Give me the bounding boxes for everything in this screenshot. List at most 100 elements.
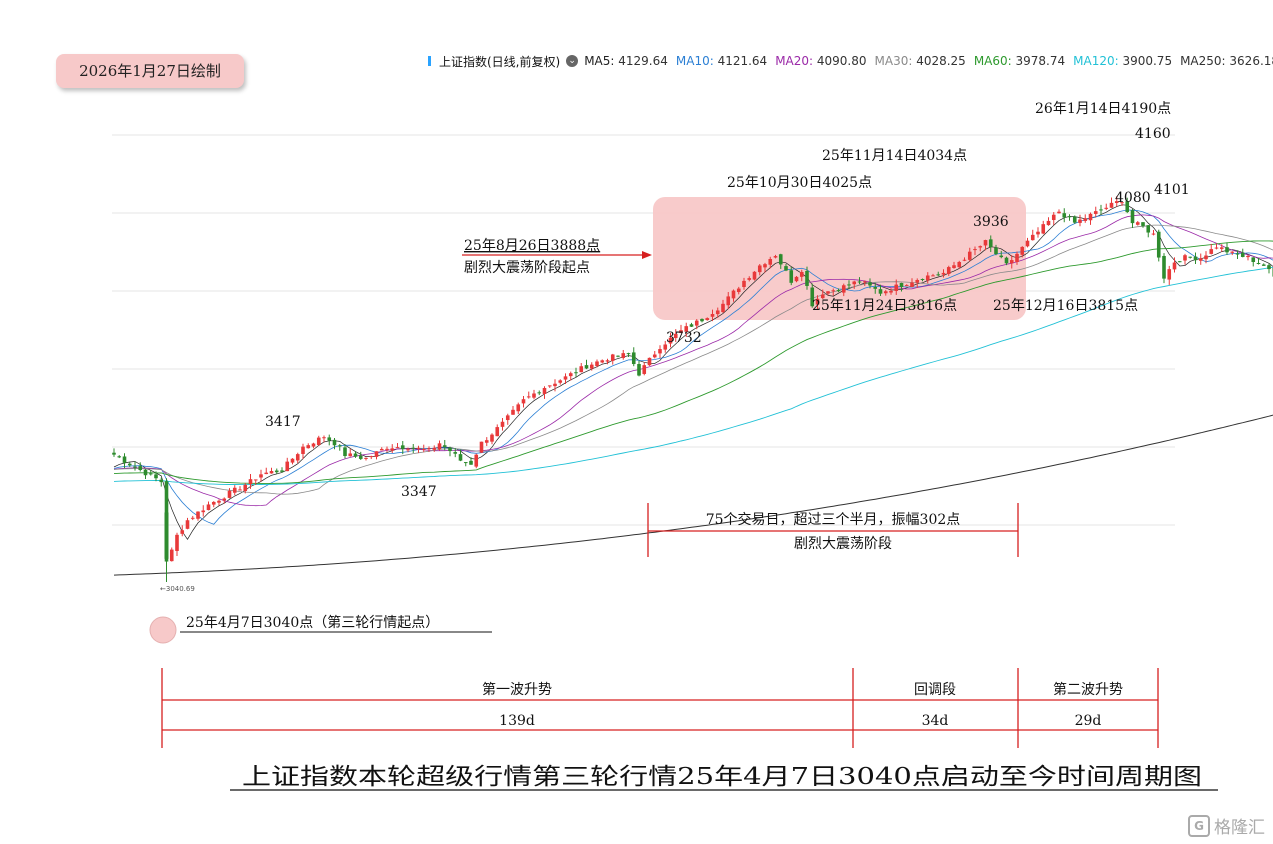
candle-66 [458,449,463,462]
candle-154 [920,278,925,282]
candle-155 [925,272,930,284]
candle-187 [1093,206,1098,218]
candle-42 [332,437,337,450]
candle-191 [1114,196,1119,207]
watermark: G 格隆汇 [1188,813,1265,838]
candle-128 [784,263,788,272]
candle-217 [1251,257,1256,267]
gelonghui-logo-icon: G [1188,814,1210,837]
legend-item-5: MA120: 3900.75 [1073,54,1173,68]
candle-57 [411,444,416,453]
candle-125 [768,256,773,269]
candle-150 [899,282,904,292]
candle-130 [794,275,799,283]
candle-83 [547,385,552,388]
candle-211 [1219,244,1224,252]
ma-legend: 上证指数(日线,前复权) ⌄ MA5: 4129.64 MA10: 4121.64… [428,52,1273,70]
candle-68 [469,457,473,465]
label-3888: 25年8月26日3888点 [464,238,600,254]
candle-194 [1130,209,1135,229]
candle-169 [999,250,1004,259]
candle-87 [568,371,573,381]
label-4160: 4160 [1135,126,1171,142]
candle-5 [138,462,143,472]
candle-62 [437,440,442,451]
watermark-text: 格隆汇 [1214,818,1265,838]
ma60-line [113,240,1273,484]
candle-90 [584,359,589,370]
candle-43 [337,444,342,451]
candle-111 [694,319,699,330]
candle-1 [117,455,122,459]
candle-204 [1183,253,1187,265]
candle-220 [1267,263,1271,274]
candle-79 [526,391,531,399]
label-3732: 3732 [666,330,702,346]
candle-185 [1083,214,1088,223]
candle-76 [511,406,515,415]
candle-147 [883,289,888,296]
candle-212 [1225,242,1229,255]
date-badge: 2026年1月27日绘制 [56,54,244,88]
candle-72 [490,433,494,445]
candle-179 [1051,212,1056,226]
candle-192 [1120,202,1124,206]
label-3816: 25年11月24日3816点 [812,298,957,314]
candle-190 [1109,197,1114,208]
candle-141 [852,280,857,289]
candle-61 [432,445,437,452]
timeline-grid [161,668,1159,748]
candle-48 [364,457,368,461]
candle-29 [264,467,269,475]
candle-103 [652,350,657,359]
candle-74 [500,417,505,431]
candle-143 [862,280,867,287]
consolidation-line2: 剧烈大震荡阶段 [794,536,892,552]
candle-25 [243,483,248,494]
candle-183 [1072,215,1077,224]
candle-27 [253,479,258,485]
candle-174 [1025,237,1030,248]
candle-172 [1015,251,1019,265]
candle-73 [495,424,500,437]
candle-206 [1193,252,1198,264]
candle-16 [196,511,200,521]
candle-63 [442,439,447,451]
candle-32 [280,467,284,473]
candle-214 [1235,250,1240,259]
candle-49 [369,455,374,460]
candle-56 [406,447,410,453]
candle-196 [1141,222,1145,228]
candle-44 [343,444,347,459]
candle-152 [910,278,914,288]
candle-193 [1125,197,1130,214]
candle-163 [967,247,972,262]
candle-127 [778,253,783,269]
candle-58 [416,445,421,453]
candle-200 [1162,253,1166,284]
candle-142 [857,277,862,284]
candle-8 [154,471,158,482]
candle-136 [826,291,830,296]
candle-202 [1172,257,1177,273]
label-start-point: 25年4月7日3040点（第三轮行情起点） [186,614,439,631]
candle-123 [757,264,762,276]
candle-92 [595,359,599,368]
chevron-down-icon[interactable]: ⌄ [566,55,579,67]
candle-47 [358,451,363,461]
candle-88 [574,367,578,377]
candle-121 [747,276,752,282]
candle-99 [631,347,636,367]
candle-75 [505,413,510,425]
candle-13 [180,525,185,537]
candle-113 [705,317,710,321]
candle-low-3040 [164,508,169,582]
consolidation-box [653,197,1026,320]
candle-218 [1256,257,1261,265]
candle-131 [799,269,804,282]
timeline-days-3: 29d [1075,713,1102,729]
candle-160 [952,261,956,269]
label-3347: 3347 [401,484,437,500]
candlestick-series [112,196,1273,582]
label-4080: 4080 [1115,190,1151,206]
